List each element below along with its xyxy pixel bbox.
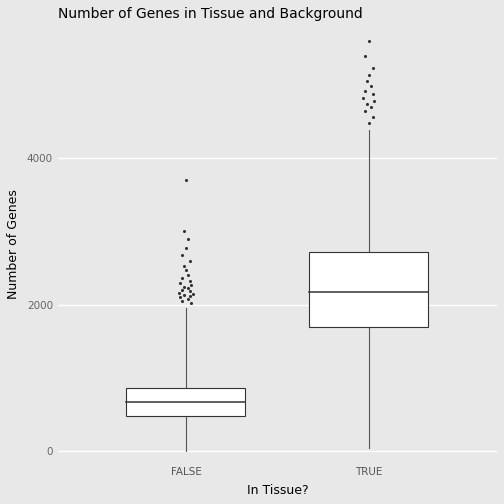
Point — [368, 64, 376, 72]
Point — [178, 251, 186, 259]
Point — [178, 274, 186, 282]
Point — [359, 94, 367, 102]
Point — [180, 291, 188, 299]
Point — [184, 235, 192, 243]
Point — [370, 97, 379, 105]
Point — [176, 279, 184, 287]
Point — [367, 82, 375, 90]
Point — [178, 297, 186, 305]
Point — [187, 299, 196, 307]
Point — [174, 289, 182, 297]
Point — [185, 292, 194, 300]
Point — [182, 243, 190, 251]
Point — [185, 287, 194, 295]
Point — [176, 293, 184, 301]
Point — [361, 51, 369, 59]
Point — [184, 284, 192, 292]
Point — [185, 277, 194, 285]
Point — [187, 281, 196, 289]
Point — [184, 295, 192, 303]
Point — [180, 283, 188, 291]
Point — [180, 227, 188, 235]
Point — [363, 100, 371, 108]
Point — [368, 90, 376, 98]
Point — [368, 113, 376, 121]
Point — [182, 266, 190, 274]
Point — [365, 37, 373, 45]
Text: Number of Genes in Tissue and Background: Number of Genes in Tissue and Background — [58, 7, 362, 21]
Point — [365, 119, 373, 127]
Bar — [309, 252, 428, 327]
Point — [361, 107, 369, 115]
Point — [367, 103, 375, 111]
Point — [185, 257, 194, 265]
Point — [180, 262, 188, 270]
Point — [363, 77, 371, 85]
X-axis label: In Tissue?: In Tissue? — [246, 484, 308, 497]
Point — [361, 87, 369, 95]
Point — [365, 72, 373, 80]
Point — [182, 176, 190, 184]
Point — [184, 271, 192, 279]
Y-axis label: Number of Genes: Number of Genes — [7, 190, 20, 299]
Point — [190, 290, 198, 298]
Bar — [127, 388, 245, 416]
Point — [178, 286, 186, 294]
